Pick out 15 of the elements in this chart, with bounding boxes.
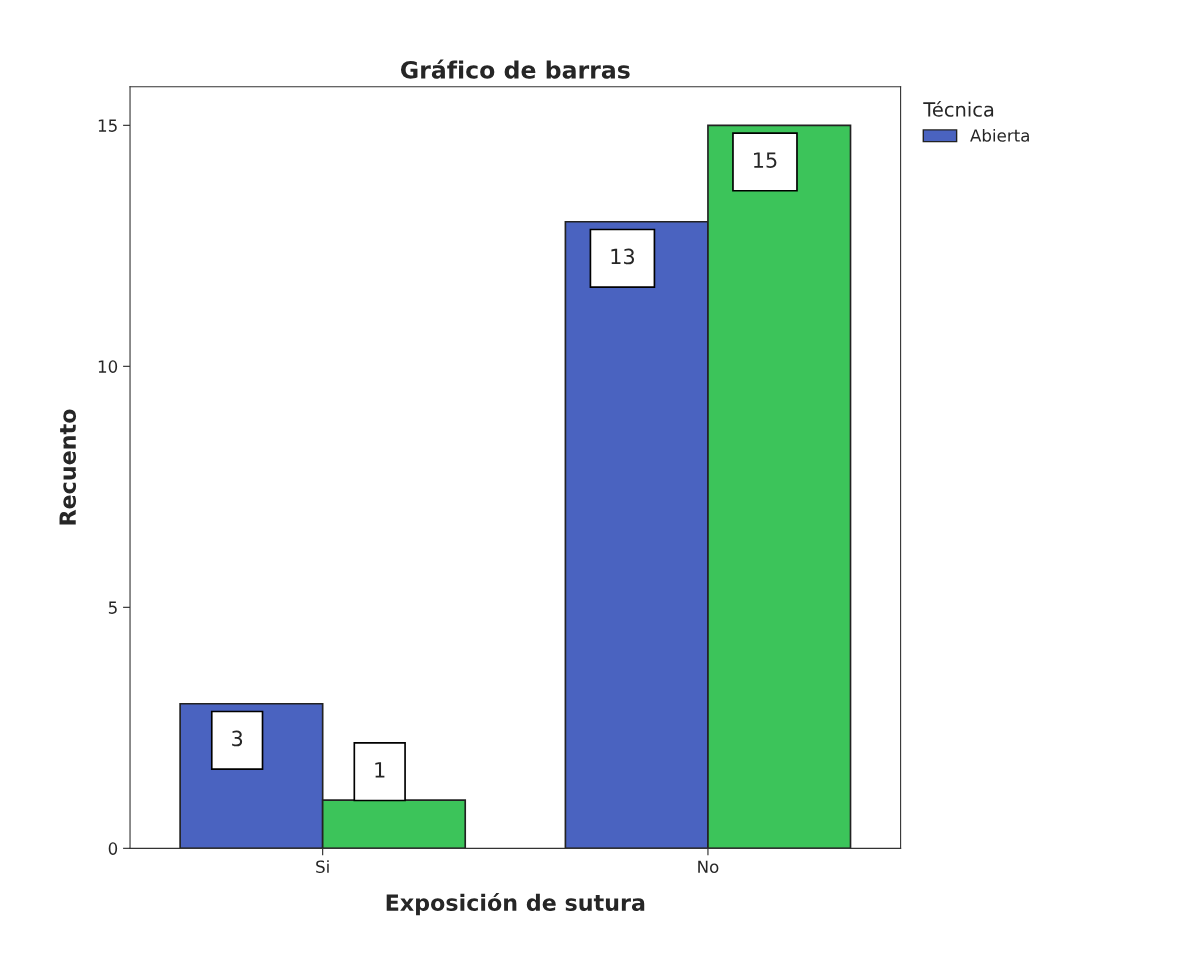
- legend-title: Técnica: [923, 100, 994, 117]
- chart-title: Gráfico de barras: [400, 59, 630, 79]
- data-label: 15: [754, 152, 777, 168]
- legend-label: Abierta: [970, 128, 1029, 142]
- x-tick-label: Si: [316, 860, 329, 874]
- x-tick-label: No: [698, 860, 719, 874]
- y-tick-label: 0: [108, 842, 118, 855]
- x-axis-title: Exposición de sutura: [386, 892, 645, 916]
- y-tick-label: 10: [98, 360, 118, 373]
- data-label: 13: [611, 248, 634, 265]
- y-tick-label: 5: [108, 601, 117, 614]
- y-axis-title: Recuento: [59, 409, 77, 525]
- data-label: 3: [232, 730, 243, 747]
- data-label: 1: [375, 762, 385, 778]
- y-tick-label: 15: [98, 119, 117, 132]
